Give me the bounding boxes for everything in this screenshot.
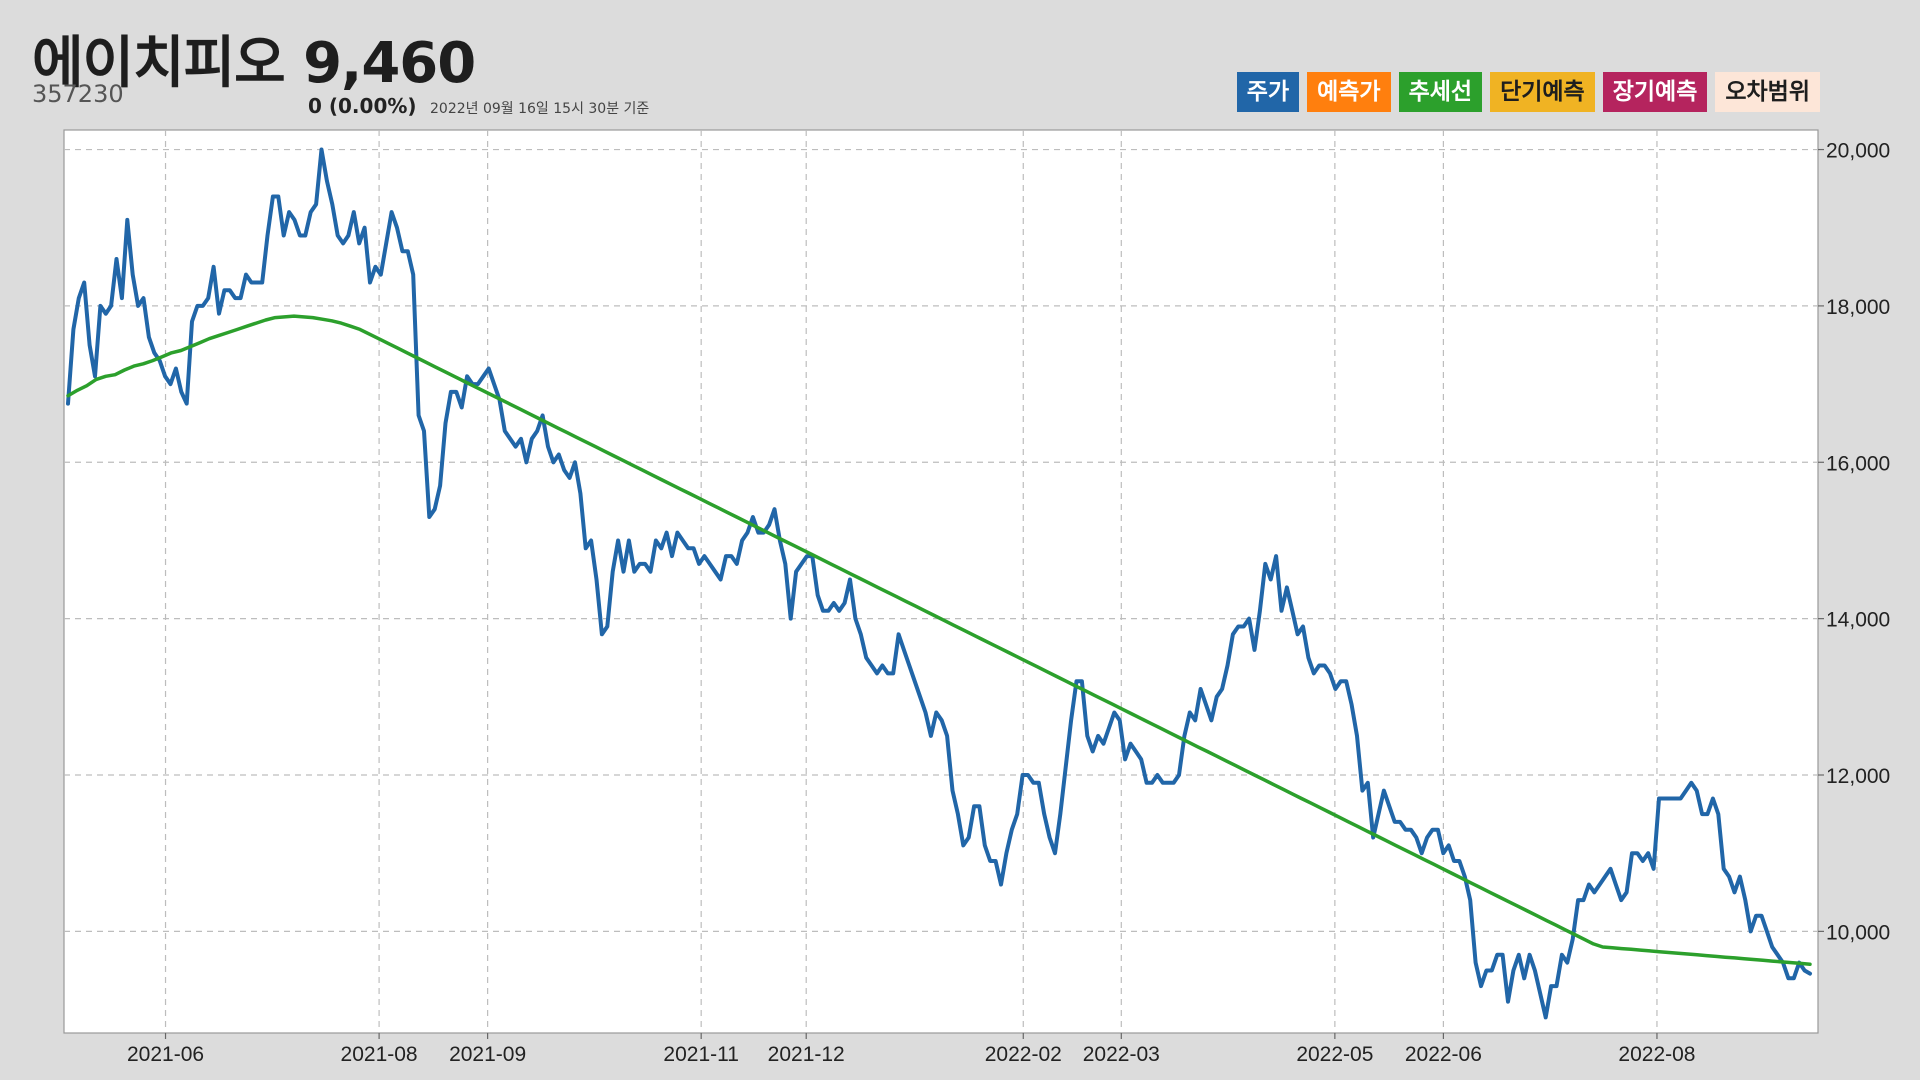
grid	[64, 130, 1818, 1033]
x-tick-label: 2021-11	[663, 1043, 739, 1066]
series	[66, 147, 1812, 1020]
y-tick-label: 12,000	[1826, 765, 1890, 788]
plot-area	[63, 129, 1819, 1034]
x-tick-label: 2022-06	[1405, 1043, 1482, 1066]
series-price-line	[66, 147, 1812, 1020]
y-tick-label: 20,000	[1826, 140, 1890, 163]
price-change: 0 (0.00%)	[308, 94, 417, 118]
y-tick-label: 10,000	[1826, 921, 1890, 944]
x-tick-label: 2021-09	[449, 1043, 526, 1066]
page-title: 에이치피오 9,460	[32, 31, 476, 96]
x-tick-label: 2021-06	[127, 1043, 204, 1066]
x-tick-label: 2022-08	[1618, 1043, 1695, 1066]
y-tick-label: 18,000	[1826, 296, 1890, 319]
legend-item-trendline[interactable]: 추세선	[1398, 72, 1483, 112]
legend-item-error-range[interactable]: 오차범위	[1715, 72, 1820, 112]
x-tick-label: 2022-05	[1296, 1043, 1373, 1066]
series-trend-line	[66, 314, 1812, 966]
legend-item-long-term[interactable]: 장기예측	[1602, 72, 1708, 112]
y-tick-label: 16,000	[1826, 452, 1890, 475]
timestamp: 2022년 09월 16일 15시 30분 기준	[430, 101, 650, 117]
x-tick-label: 2021-12	[768, 1043, 845, 1066]
x-tick-label: 2022-03	[1083, 1043, 1160, 1066]
chart-legend: 주가 예측가 추세선 단기예측 장기예측 오차범위	[1236, 72, 1820, 112]
axes: 2021-06 2021-08 2021-09 2021-11 2021-12 2022-…	[127, 140, 1890, 1066]
legend-item-price[interactable]: 주가	[1236, 72, 1300, 112]
legend-item-forecast[interactable]: 예측가	[1307, 72, 1391, 112]
y-tick-label: 14,000	[1826, 609, 1890, 632]
x-tick-label: 2021-08	[341, 1043, 418, 1066]
stock-code: 357230	[32, 80, 124, 108]
legend-item-short-term[interactable]: 단기예측	[1490, 72, 1595, 112]
x-tick-label: 2022-02	[985, 1043, 1062, 1066]
